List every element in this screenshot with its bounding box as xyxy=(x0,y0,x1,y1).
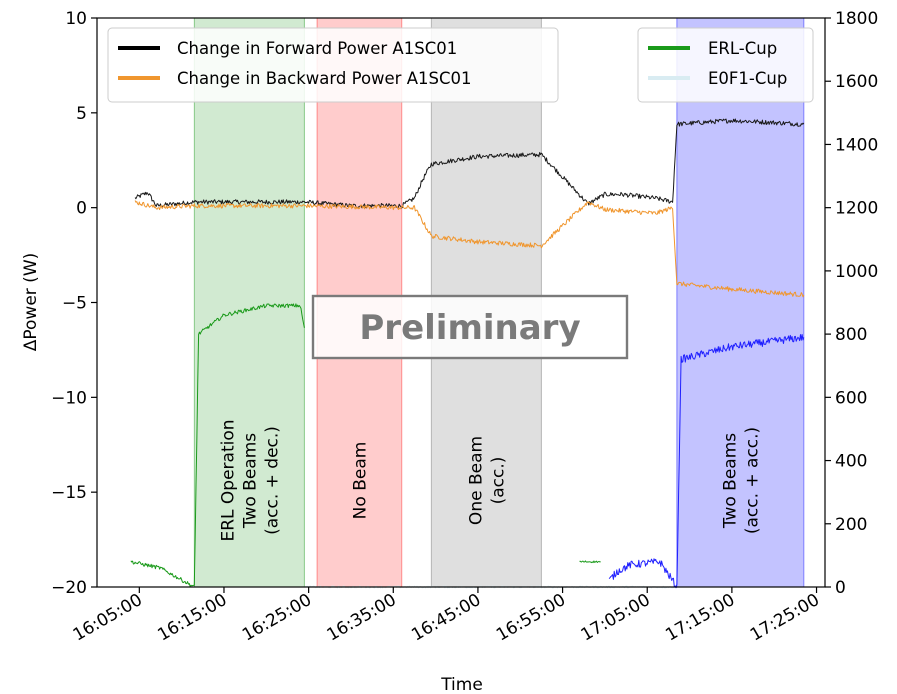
y2-tick-label-1: 200 xyxy=(835,515,867,535)
band-labels: ERL Operation Two Beams (acc. + dec.) No Be… xyxy=(218,419,762,541)
y2-tick-label-8: 1600 xyxy=(835,72,878,92)
y-tick-label-0: −20 xyxy=(51,578,87,598)
legend-right: ERL-Cup E0F1-Cup xyxy=(637,27,814,103)
y2-tick-label-5: 1000 xyxy=(835,262,878,282)
y-tick-label-2: −10 xyxy=(51,388,87,408)
x-tick-label-4: 16:45:00 xyxy=(408,590,484,646)
band-3-label-0: Two Beams xyxy=(720,433,740,529)
x-tick-label-7: 17:15:00 xyxy=(662,590,738,646)
band-0-label-0: ERL Operation xyxy=(218,419,238,541)
legend-forward-label: Change in Forward Power A1SC01 xyxy=(177,39,457,58)
x-tick-label-6: 17:05:00 xyxy=(578,590,654,646)
band-0-label-2: (acc. + dec.) xyxy=(262,426,282,535)
y-tick-label-4: 0 xyxy=(76,199,87,219)
x-tick-label-2: 16:25:00 xyxy=(239,590,315,646)
band-3 xyxy=(676,17,805,588)
x-axis-title: Time xyxy=(440,675,483,694)
x-tick-label-0: 16:05:00 xyxy=(70,590,146,646)
y-axis-title: ΔPower (W) xyxy=(21,253,41,352)
band-3-label-1: (acc. + acc.) xyxy=(742,427,762,534)
y2-tick-label-3: 600 xyxy=(835,388,867,408)
y-tick-label-3: −5 xyxy=(62,294,87,314)
y-tick-label-5: 5 xyxy=(76,104,87,124)
x-tick-label-8: 17:25:00 xyxy=(747,590,823,646)
band-2-label-0: One Beam xyxy=(466,436,486,525)
series-erl-cup-3 xyxy=(130,303,305,587)
legend-erl-label: ERL-Cup xyxy=(708,39,777,58)
watermark-text: Preliminary xyxy=(359,308,580,348)
y2-tick-label-2: 400 xyxy=(835,452,867,472)
x-tick-label-1: 16:15:00 xyxy=(154,590,230,646)
y2-tick-label-0: 0 xyxy=(835,578,846,598)
y2-tick-label-7: 1400 xyxy=(835,135,878,155)
legend-e0f1-label: E0F1-Cup xyxy=(708,69,787,88)
series-change-in-backward-power-a1sc01-1 xyxy=(134,200,805,298)
watermark-box: Preliminary xyxy=(311,294,629,360)
series-change-in-forward-power-a1sc01-0 xyxy=(134,118,805,209)
band-0 xyxy=(193,17,305,588)
x-tick-label-3: 16:35:00 xyxy=(324,590,400,646)
y-tick-label-1: −15 xyxy=(51,483,87,503)
series-series-5 xyxy=(608,334,805,589)
legend-backward-label: Change in Backward Power A1SC01 xyxy=(177,69,472,88)
x-tick-label-5: 16:55:00 xyxy=(493,590,569,646)
y-tick-label-6: 10 xyxy=(65,9,87,29)
band-0-label-1: Two Beams xyxy=(240,433,260,529)
y2-tick-label-6: 1200 xyxy=(835,199,878,219)
series-erl-cup-4 xyxy=(579,560,601,564)
y2-tick-label-4: 800 xyxy=(835,325,867,345)
legend-left: Change in Forward Power A1SC01 Change in… xyxy=(107,27,559,103)
band-1-label-0: No Beam xyxy=(350,442,370,520)
band-2-label-1: (acc.) xyxy=(488,457,508,505)
y2-tick-label-9: 1800 xyxy=(835,9,878,29)
